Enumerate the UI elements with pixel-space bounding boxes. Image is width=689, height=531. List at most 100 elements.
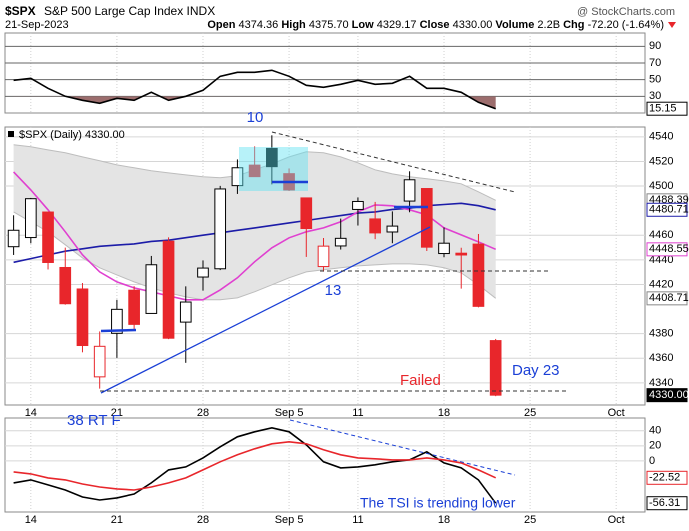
candle-body — [334, 237, 347, 247]
y-tick-label: 20 — [649, 440, 661, 452]
tsi-frame — [4, 417, 646, 513]
price-label-box — [646, 496, 688, 511]
rsi-frame — [4, 32, 646, 114]
x-tick-label: 11 — [352, 407, 363, 419]
annotation-shapes — [8, 131, 568, 476]
price-label: 4480.71 — [649, 204, 689, 216]
oversold-area — [65, 96, 496, 109]
y-tick-label: 40 — [649, 425, 661, 437]
candle-body — [231, 167, 244, 187]
quote: Open 4374.36 High 4375.70 Low 4329.17 Cl… — [207, 19, 664, 31]
marks: 90 70 50 30 14 21 28 Sep 5 11 18 25 Oct 4340 4360 4380… — [5, 33, 673, 526]
candle-body — [214, 188, 227, 270]
candle-body — [145, 264, 158, 314]
candle-body — [42, 211, 54, 263]
candle-body — [369, 218, 381, 234]
candle-body — [352, 200, 364, 210]
y-tick-label: 4540 — [649, 131, 673, 143]
y-tick-label: 50 — [649, 74, 661, 86]
price-label-box — [646, 101, 688, 116]
price-label: -22.52 — [649, 472, 680, 484]
y-tick-label: 4500 — [649, 180, 673, 192]
candle-body — [76, 288, 89, 347]
candle-body — [93, 345, 106, 378]
quote-value: 2.2B — [537, 19, 560, 31]
x-tick-label: Sep 5 — [275, 407, 304, 419]
date: 21-Sep-2023 — [5, 19, 69, 31]
price-frame — [4, 126, 646, 406]
annotation: 13 — [325, 282, 342, 299]
x-tick-label: 25 — [524, 407, 536, 419]
x-tick-label: 14 — [25, 407, 37, 419]
x-tick-label: 28 — [197, 514, 209, 526]
symbol: $SPX — [5, 4, 36, 18]
quote-value: 4329.17 — [377, 19, 417, 31]
candle-body — [7, 229, 20, 248]
annotation: Day 23 — [512, 362, 560, 379]
candle-body — [489, 340, 502, 396]
quote-value: 4375.70 — [309, 19, 349, 31]
annotation: 38 RT F — [67, 412, 121, 429]
candle-body — [420, 188, 433, 248]
candle-body — [179, 301, 192, 323]
x-tick-label: 18 — [438, 407, 450, 419]
price-label-box — [646, 470, 688, 485]
candle-body — [266, 147, 278, 168]
quote-label: Low — [352, 19, 374, 31]
annotation: 10 — [247, 109, 264, 126]
candle-body — [300, 197, 313, 230]
price-label: 4408.71 — [649, 292, 689, 304]
quote-value: -72.20 (-1.64%) — [588, 19, 664, 31]
y-tick-label: 4520 — [649, 155, 673, 167]
x-tick-label: 25 — [524, 514, 536, 526]
candle-body — [111, 308, 123, 334]
candle-body — [386, 225, 399, 233]
x-tick-label: 28 — [197, 407, 209, 419]
candle-body — [472, 243, 485, 307]
candle-body — [197, 267, 209, 278]
y-tick-label: 70 — [649, 57, 661, 69]
x-tick-label: 18 — [438, 514, 450, 526]
series-line — [13, 426, 497, 504]
panel-frames — [4, 32, 646, 513]
candle-body — [162, 240, 175, 339]
price-label: -56.31 — [649, 497, 680, 509]
trend-line — [100, 226, 431, 394]
highlight-box — [239, 147, 308, 191]
level-mark — [100, 328, 137, 333]
price-label: 15.15 — [649, 103, 677, 115]
band-lower — [13, 211, 497, 301]
price-label: 4330.00 — [649, 389, 689, 401]
candle-body — [24, 198, 37, 239]
quote-value: 4374.36 — [239, 19, 279, 31]
y-tick-label: 30 — [649, 90, 661, 102]
quote-label: Chg — [563, 19, 584, 31]
down-arrow — [668, 22, 676, 28]
y-tick-label: 0 — [649, 455, 655, 467]
legend-swatch — [8, 131, 14, 137]
candle-body — [317, 245, 330, 268]
y-tick-label: 4380 — [649, 328, 673, 340]
series-line — [13, 171, 497, 301]
candle-body — [438, 242, 450, 255]
price-panel-title: $SPX (Daily) 4330.00 — [19, 129, 125, 141]
y-tick-label: 4420 — [649, 278, 673, 290]
x-tick-label: 21 — [111, 407, 123, 419]
candle-body — [403, 179, 416, 202]
x-tick-label: Sep 5 — [275, 514, 304, 526]
tsi-trend-line — [289, 419, 516, 476]
candle-body — [455, 252, 468, 256]
y-tick-label: 4440 — [649, 254, 673, 266]
band-area — [13, 144, 496, 300]
candle-body — [248, 164, 261, 178]
annotation: The TSI is trending lower — [360, 495, 516, 511]
annotation: Failed — [400, 372, 441, 389]
security-name: S&P 500 Large Cap Index INDX — [44, 4, 215, 18]
candle-body — [59, 266, 72, 305]
x-tick-label: 11 — [352, 514, 363, 526]
x-tick-label: 14 — [25, 514, 37, 526]
x-tick-label: 21 — [111, 514, 123, 526]
quote-value: 4330.00 — [453, 19, 493, 31]
candle-body — [128, 289, 140, 325]
